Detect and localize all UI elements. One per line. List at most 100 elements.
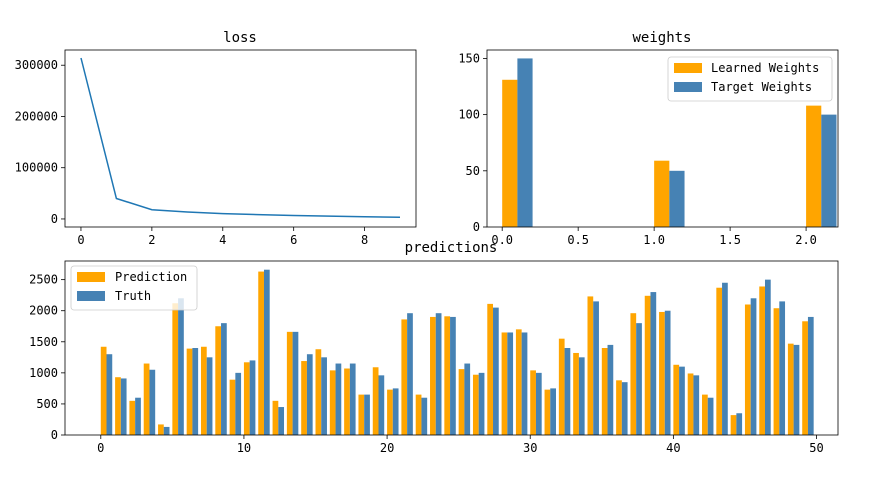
predictions-bar-prediction (430, 316, 436, 435)
predictions-bar-prediction (387, 389, 393, 435)
predictions-bar-prediction (759, 286, 765, 435)
predictions-bar-prediction (587, 296, 594, 435)
predictions-bar-prediction (702, 394, 708, 435)
predictions-bar-truth (478, 372, 485, 435)
predictions-bar-truth (163, 426, 170, 435)
weights-legend-label: Learned Weights (711, 61, 819, 75)
predictions-bar-truth (335, 363, 342, 435)
predictions-legend: Prediction Truth (70, 265, 198, 311)
predictions-bar-prediction (344, 368, 350, 435)
predictions-bar-prediction (358, 394, 365, 435)
predictions-bar-truth (306, 354, 313, 435)
predictions-bar-prediction (644, 295, 651, 435)
predictions-bar-prediction (329, 370, 336, 435)
predictions-bar-prediction (544, 389, 551, 435)
predictions-bar-truth (421, 397, 428, 435)
predictions-bar-prediction (444, 316, 451, 435)
predictions-bar-prediction (487, 303, 494, 435)
predictions-bar-truth (535, 372, 542, 435)
predictions-ytick-label: 2000 (29, 304, 58, 318)
weights-legend: Learned Weights Target Weights (667, 56, 833, 102)
loss-xtick-label: 4 (219, 233, 226, 247)
predictions-bar-prediction (186, 348, 193, 435)
predictions-bar-prediction (773, 308, 780, 435)
weights-xtick-label: 0.0 (491, 233, 513, 247)
weights-legend-label: Target Weights (711, 80, 812, 94)
predictions-bar-truth (106, 354, 113, 435)
loss-ytick-label: 0 (51, 212, 58, 226)
predictions-ytick-label: 0 (51, 428, 58, 442)
loss-xtick-label: 0 (77, 233, 84, 247)
predictions-bar-prediction (258, 271, 264, 435)
loss-ytick-label: 300000 (15, 58, 58, 72)
predictions-bar-truth (593, 301, 599, 435)
predictions-bar-prediction (301, 361, 307, 435)
predictions-bar-truth (650, 292, 657, 435)
predictions-bar-truth (249, 360, 256, 435)
predictions-bar-truth (793, 344, 800, 435)
predictions-bar-prediction (601, 348, 608, 435)
predictions-bar-prediction (687, 373, 694, 435)
predictions-bar-prediction (372, 367, 379, 435)
predictions-bar-truth (521, 332, 528, 435)
predictions-xtick-label: 50 (809, 441, 823, 455)
predictions-ytick-label: 2500 (29, 273, 58, 287)
predictions-bar-prediction (401, 319, 408, 435)
predictions-bar-prediction (716, 287, 723, 435)
predictions-legend-label: Prediction (115, 270, 187, 284)
predictions-bar-prediction (730, 415, 737, 435)
weights-chart-title: weights (632, 30, 691, 46)
weights-bar-target (669, 170, 685, 227)
predictions-bar-truth (349, 363, 356, 435)
predictions-bar-truth (464, 363, 471, 435)
weights-bar-learned (806, 105, 822, 227)
predictions-bar-prediction (415, 394, 422, 435)
predictions-xtick-label: 40 (666, 441, 680, 455)
predictions-xtick-label: 20 (380, 441, 394, 455)
predictions-bar-prediction (129, 400, 136, 435)
loss-xtick-label: 2 (148, 233, 155, 247)
predictions-bar-truth (664, 310, 671, 435)
predictions-bar-truth (292, 331, 299, 435)
loss-chart: loss 0 2 4 6 8 0 100000 200000 300000 (15, 30, 417, 247)
predictions-bar-prediction (472, 374, 479, 435)
predictions-bar-truth (378, 375, 385, 435)
predictions-xtick-label: 0 (97, 441, 104, 455)
loss-chart-title: loss (223, 30, 257, 46)
predictions-ytick-label: 500 (36, 397, 58, 411)
weights-bar-learned (502, 79, 518, 228)
predictions-ytick-label: 1000 (29, 366, 58, 380)
predictions-bar-truth (192, 348, 199, 435)
weights-ytick-label: 150 (458, 51, 480, 65)
weights-ytick-label: 0 (473, 220, 480, 234)
predictions-legend-swatch (77, 272, 105, 282)
predictions-bar-prediction (286, 331, 293, 435)
predictions-bar-truth (178, 298, 184, 435)
predictions-bar-truth (321, 357, 327, 435)
weights-bar-target (517, 58, 533, 227)
predictions-bar-truth (679, 366, 685, 435)
weights-legend-swatch (674, 63, 702, 73)
predictions-bar-prediction (673, 364, 680, 435)
predictions-xtick-label: 10 (237, 441, 251, 455)
predictions-bar-truth (206, 357, 213, 435)
predictions-bar-prediction (158, 424, 164, 435)
predictions-bar-prediction (458, 369, 465, 435)
weights-xtick-label: 2.0 (795, 233, 817, 247)
predictions-xtick-label: 30 (523, 441, 537, 455)
predictions-chart: predictions 0 10 20 30 40 5005001000150020002… (29, 240, 839, 455)
predictions-ytick-label: 1500 (29, 335, 58, 349)
predictions-bar-prediction (115, 377, 121, 435)
loss-xtick-label: 6 (290, 233, 297, 247)
weights-frame (486, 49, 839, 228)
predictions-bar-truth (149, 369, 156, 435)
predictions-bar-truth (278, 407, 285, 435)
predictions-bar-prediction (787, 343, 794, 435)
predictions-bar-prediction (243, 362, 250, 435)
weights-xtick-label: 1.0 (643, 233, 665, 247)
predictions-bar-truth (407, 313, 413, 435)
predictions-bar-prediction (616, 380, 622, 435)
predictions-bar-truth (392, 388, 399, 435)
loss-line (80, 57, 401, 218)
loss-frame (64, 49, 417, 228)
